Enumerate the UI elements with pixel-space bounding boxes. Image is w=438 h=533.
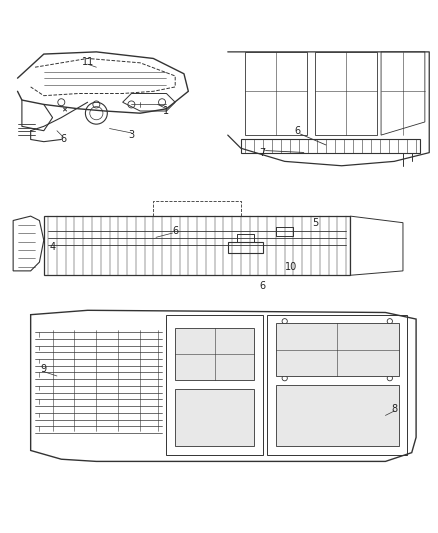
Text: 1: 1 [163,106,170,116]
Text: 9: 9 [41,365,47,374]
Text: 8: 8 [391,404,397,414]
Polygon shape [175,328,254,381]
Text: 7: 7 [260,148,266,158]
Text: 6: 6 [295,126,301,136]
Polygon shape [175,389,254,446]
Text: 11: 11 [81,56,94,67]
Text: 6: 6 [172,227,178,237]
Text: 10: 10 [285,262,297,271]
Text: 4: 4 [49,242,56,252]
Text: 6: 6 [260,281,266,291]
Polygon shape [276,324,399,376]
Polygon shape [276,385,399,446]
Text: 6: 6 [60,134,67,144]
Text: 3: 3 [128,130,134,140]
Text: 5: 5 [312,217,318,228]
